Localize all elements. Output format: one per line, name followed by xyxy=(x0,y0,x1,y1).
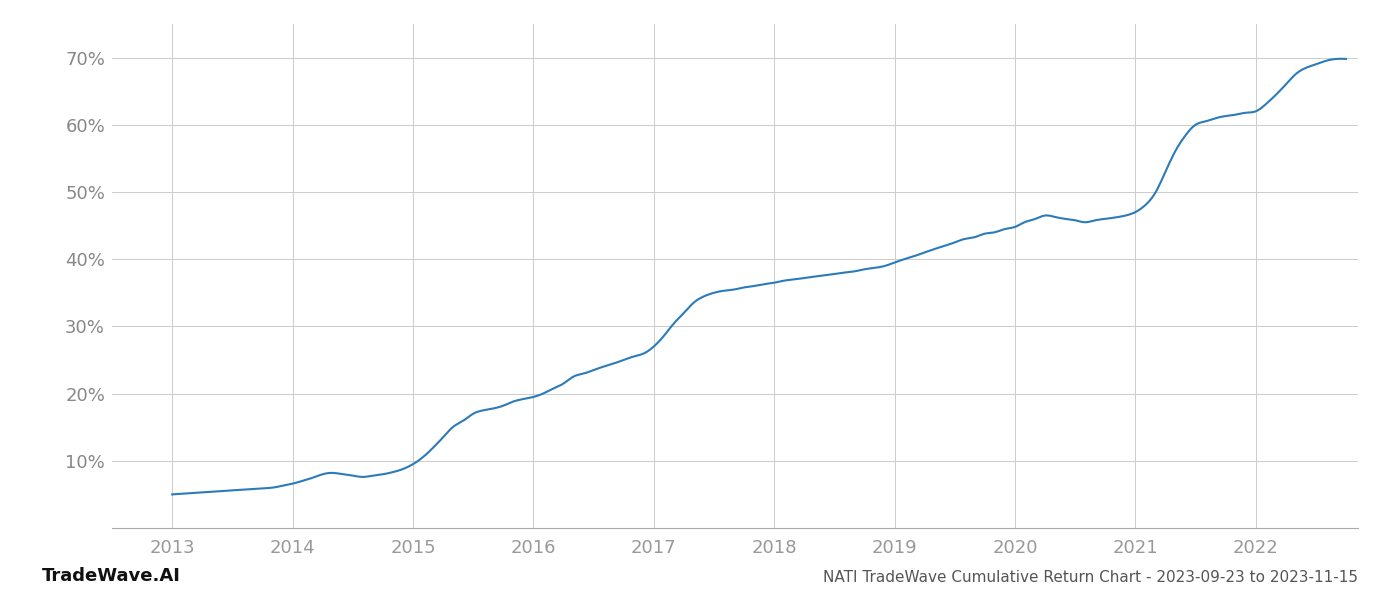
Text: TradeWave.AI: TradeWave.AI xyxy=(42,567,181,585)
Text: NATI TradeWave Cumulative Return Chart - 2023-09-23 to 2023-11-15: NATI TradeWave Cumulative Return Chart -… xyxy=(823,570,1358,585)
